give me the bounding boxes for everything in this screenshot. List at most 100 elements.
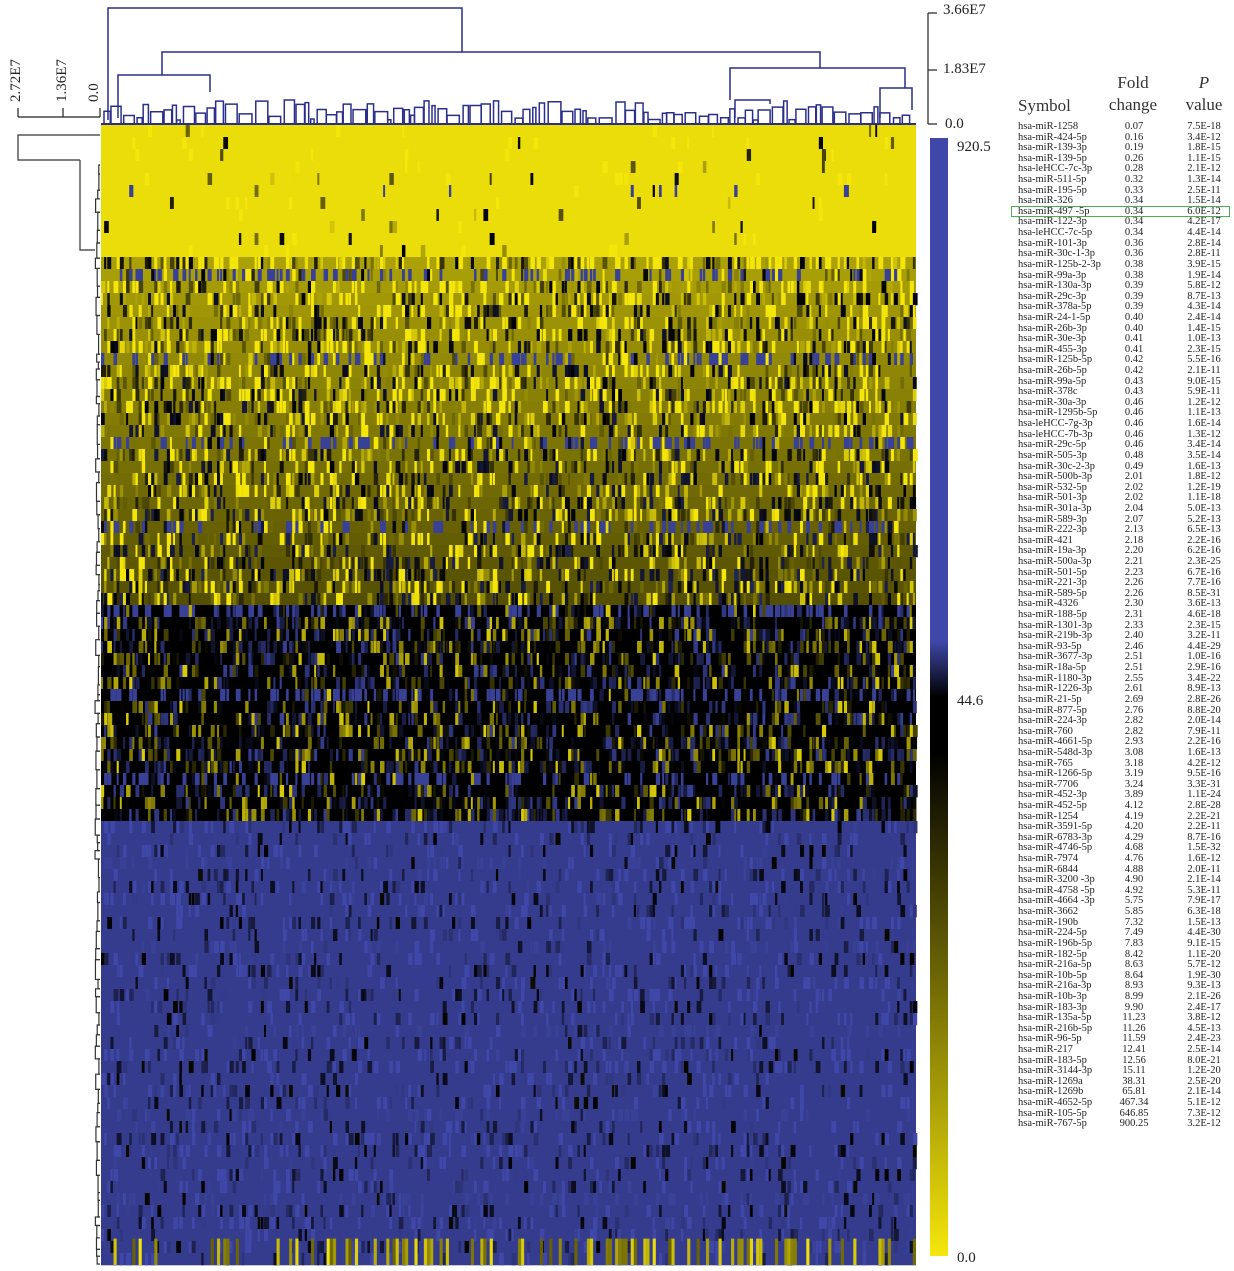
heatmap-cell	[107, 509, 111, 522]
heatmap-cell	[210, 629, 215, 642]
heatmap-cell	[618, 653, 622, 666]
heatmap-cell	[398, 701, 402, 714]
heatmap-cell	[508, 137, 513, 150]
heatmap-cell	[470, 629, 474, 642]
heatmap-cell	[411, 533, 415, 546]
heatmap-cell	[430, 377, 434, 390]
heatmap-cell	[671, 353, 675, 366]
heatmap-cell	[395, 293, 401, 306]
heatmap-cell	[746, 341, 752, 354]
heatmap-cell	[254, 281, 260, 294]
heatmap-cell	[564, 281, 567, 294]
heatmap-cell	[474, 521, 477, 534]
heatmap-cell	[831, 677, 836, 690]
heatmap-cell	[649, 605, 653, 618]
heatmap-cell	[793, 509, 799, 522]
heatmap-cell	[408, 593, 413, 606]
heatmap-cell	[502, 389, 507, 402]
heatmap-cell	[539, 281, 545, 294]
heatmap-cell	[119, 641, 122, 654]
heatmap-cell	[414, 557, 419, 570]
heatmap-cell	[395, 701, 399, 714]
heatmap-cell	[536, 629, 540, 642]
heatmap-cell	[737, 593, 741, 606]
heatmap-cell	[166, 341, 171, 354]
heatmap-cell	[825, 581, 830, 594]
dendrogram-link	[97, 1102, 100, 1114]
heatmap-cell	[414, 689, 419, 702]
heatmap-cell	[367, 677, 371, 690]
heatmap-cell	[427, 461, 430, 474]
dendrogram-link	[860, 111, 874, 124]
heatmap-cell	[521, 257, 525, 270]
heatmap-cell	[568, 617, 573, 630]
heatmap-cell	[267, 713, 272, 726]
heatmap-cell	[492, 305, 497, 318]
heatmap-cell	[376, 509, 381, 522]
heatmap-cell	[605, 461, 610, 474]
heatmap-cell	[169, 449, 175, 462]
heatmap-cell	[850, 665, 853, 678]
dendrogram-link	[97, 978, 100, 990]
heatmap-cell	[185, 437, 188, 450]
heatmap-cell	[712, 341, 718, 354]
heatmap-cell	[427, 413, 430, 426]
heatmap-cell	[151, 353, 157, 366]
heatmap-cell	[480, 377, 484, 390]
heatmap-cell	[354, 401, 359, 414]
heatmap-cell	[383, 185, 386, 198]
heatmap-cell	[721, 605, 727, 618]
dendrogram-link	[96, 415, 100, 426]
heatmap-cell	[185, 293, 191, 306]
heatmap-cell	[376, 689, 382, 702]
heatmap-cell	[856, 509, 861, 522]
heatmap-cell	[223, 269, 228, 282]
heatmap-cell	[514, 677, 519, 690]
heatmap-cell	[292, 545, 297, 558]
heatmap-cell	[881, 341, 886, 354]
heatmap-cell	[909, 365, 912, 378]
heatmap-cell	[608, 557, 613, 570]
heatmap-cell	[179, 677, 183, 690]
heatmap-cell	[878, 533, 881, 546]
heatmap-cell	[624, 593, 629, 606]
heatmap-cell	[765, 401, 769, 414]
heatmap-cell	[778, 605, 781, 618]
heatmap-cell	[756, 497, 760, 510]
heatmap-cell	[778, 689, 781, 702]
heatmap-cell	[505, 581, 511, 594]
heatmap-cell	[749, 557, 755, 570]
heatmap-cell	[611, 377, 616, 390]
heatmap-cell	[166, 557, 171, 570]
heatmap-cell	[119, 533, 124, 546]
heatmap-cell	[204, 353, 208, 366]
heatmap-cell	[436, 437, 439, 450]
heatmap-cell	[571, 557, 574, 570]
heatmap-cell	[872, 545, 875, 558]
heatmap-cell	[812, 449, 816, 462]
heatmap-cell	[684, 701, 689, 714]
heatmap-cell	[386, 401, 389, 414]
heatmap-cell	[201, 569, 205, 582]
heatmap-cell	[160, 569, 166, 582]
heatmap-cell	[113, 353, 118, 366]
heatmap-cell	[151, 389, 154, 402]
heatmap-cell	[254, 677, 259, 690]
heatmap-cell	[298, 389, 303, 402]
heatmap-cell	[389, 569, 394, 582]
heatmap-cell	[254, 317, 260, 330]
heatmap-cell	[232, 293, 236, 306]
heatmap-cell	[693, 317, 697, 330]
heatmap-cell	[649, 557, 654, 570]
heatmap-cell	[116, 377, 120, 390]
heatmap-cell	[141, 425, 145, 438]
heatmap-cell	[740, 473, 745, 486]
heatmap-cell	[834, 293, 839, 306]
heatmap-cell	[417, 401, 421, 414]
heatmap-cell	[680, 521, 683, 534]
heatmap-cell	[821, 437, 825, 450]
heatmap-cell	[389, 581, 394, 594]
heatmap-cell	[718, 497, 722, 510]
heatmap-cell	[358, 689, 362, 702]
heatmap-cell	[505, 509, 510, 522]
